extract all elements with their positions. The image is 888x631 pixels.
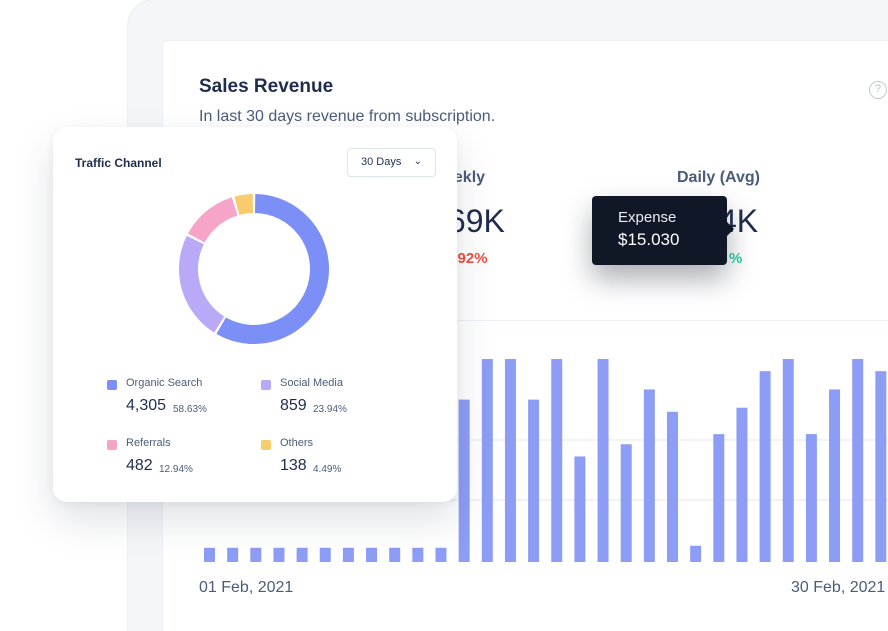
revenue-bar[interactable] xyxy=(296,547,308,562)
revenue-bar[interactable] xyxy=(829,389,841,562)
revenue-bar[interactable] xyxy=(759,371,771,562)
revenue-bar[interactable] xyxy=(412,547,424,562)
revenue-bar[interactable] xyxy=(366,547,378,562)
legend-name: Organic Search xyxy=(126,377,203,389)
legend-count: 859 xyxy=(280,397,307,414)
revenue-bar[interactable] xyxy=(227,547,239,562)
legend-count: 138 xyxy=(280,457,307,474)
revenue-bar[interactable] xyxy=(643,389,655,562)
legend-social-media: Social Media 859 23.94% xyxy=(261,377,421,427)
revenue-bar[interactable] xyxy=(597,359,609,562)
expense-tooltip: Expense $15.030 xyxy=(592,196,734,265)
question-circle-icon[interactable]: ? xyxy=(869,81,887,99)
range-selected-value: 30 Days xyxy=(361,156,402,168)
revenue-bar[interactable] xyxy=(204,547,215,562)
revenue-bar[interactable] xyxy=(805,434,817,562)
stat-daily-change: % xyxy=(729,250,743,267)
legend-color-swatch xyxy=(107,440,117,450)
legend-color-swatch xyxy=(107,380,117,390)
legend-percent: 23.94% xyxy=(313,404,347,415)
legend-percent: 4.49% xyxy=(313,464,342,475)
legend-percent: 12.94% xyxy=(159,464,193,475)
revenue-bar[interactable] xyxy=(782,359,794,562)
revenue-bar[interactable] xyxy=(690,545,702,562)
revenue-bar[interactable] xyxy=(504,359,516,562)
legend-others: Others 138 4.49% xyxy=(261,437,421,487)
revenue-bar[interactable] xyxy=(528,399,540,562)
revenue-bar[interactable] xyxy=(736,407,748,562)
revenue-bar[interactable] xyxy=(435,547,447,562)
revenue-bar[interactable] xyxy=(574,456,586,562)
chevron-down-icon: ⌄ xyxy=(413,156,422,167)
donut-slice-referrals[interactable] xyxy=(187,197,238,243)
legend-referrals: Referrals 482 12.94% xyxy=(107,437,267,487)
revenue-bar[interactable] xyxy=(319,547,331,562)
traffic-donut-chart xyxy=(179,194,329,344)
legend-color-swatch xyxy=(261,440,271,450)
revenue-bar[interactable] xyxy=(273,547,285,562)
revenue-bar[interactable] xyxy=(250,547,262,562)
sales-revenue-title: Sales Revenue xyxy=(199,76,334,97)
revenue-bar[interactable] xyxy=(875,371,887,562)
x-axis-start-date: 01 Feb, 2021 xyxy=(199,579,294,596)
range-dropdown[interactable]: 30 Days ⌄ xyxy=(347,148,436,177)
revenue-bar[interactable] xyxy=(342,547,354,562)
traffic-channel-card: Traffic Channel 30 Days ⌄ Organic Search… xyxy=(53,127,457,502)
revenue-bar[interactable] xyxy=(713,434,725,562)
revenue-bar[interactable] xyxy=(389,547,401,562)
revenue-bar[interactable] xyxy=(667,411,678,562)
legend-name: Referrals xyxy=(126,437,171,449)
legend-name: Social Media xyxy=(280,377,343,389)
revenue-bar[interactable] xyxy=(620,444,632,562)
sales-revenue-subtitle: In last 30 days revenue from subscriptio… xyxy=(199,108,496,125)
donut-slice-social-media[interactable] xyxy=(179,235,225,333)
legend-organic-search: Organic Search 4,305 58.63% xyxy=(107,377,267,427)
revenue-bar[interactable] xyxy=(551,359,563,562)
revenue-bar[interactable] xyxy=(481,359,493,562)
legend-color-swatch xyxy=(261,380,271,390)
legend-percent: 58.63% xyxy=(173,404,207,415)
tooltip-value: $15.030 xyxy=(618,230,680,249)
legend-count: 482 xyxy=(126,457,153,474)
legend-name: Others xyxy=(280,437,314,449)
x-axis-end-date: 30 Feb, 2021 xyxy=(791,579,886,596)
tooltip-arrow xyxy=(726,221,734,237)
tooltip-label: Expense xyxy=(618,209,677,226)
revenue-bar[interactable] xyxy=(458,399,470,562)
traffic-channel-title: Traffic Channel xyxy=(75,156,162,170)
divider xyxy=(199,320,888,321)
donut-slice-others[interactable] xyxy=(234,194,254,215)
revenue-bar[interactable] xyxy=(852,359,864,562)
donut-slice-organic-search[interactable] xyxy=(216,194,329,344)
stat-daily-label: Daily (Avg) xyxy=(677,169,760,186)
legend-count: 4,305 xyxy=(126,397,167,414)
